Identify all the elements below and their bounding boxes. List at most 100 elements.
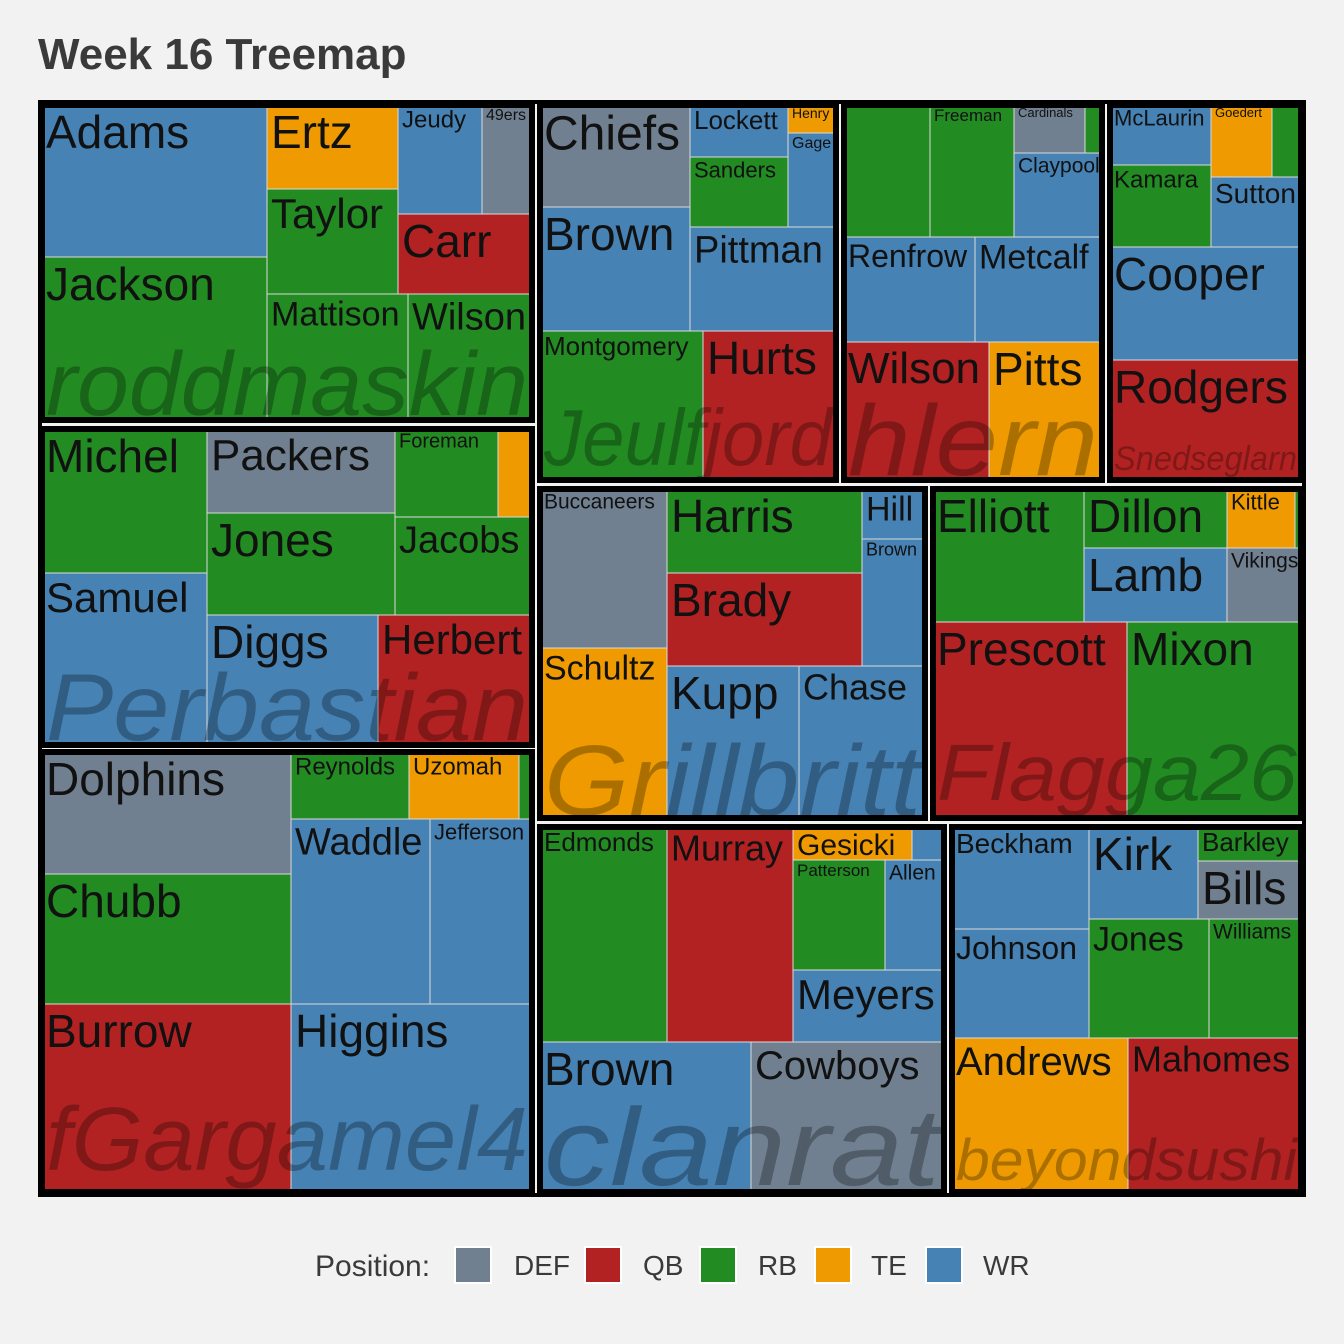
cell-label-cardinals: Cardinals bbox=[1018, 105, 1073, 120]
cell-label-wilson: Wilson bbox=[848, 344, 980, 393]
cell-brady-qb bbox=[666, 572, 863, 667]
cell-label-allen: Allen bbox=[889, 862, 936, 885]
legend-swatch-wr bbox=[925, 1246, 963, 1284]
cell-brown-wr bbox=[539, 206, 691, 332]
cell-label-jacobs: Jacobs bbox=[399, 519, 519, 561]
cell-label-brown: Brown bbox=[544, 208, 674, 260]
cell-label-dillon: Dillon bbox=[1088, 490, 1203, 542]
cell-label-uzomah: Uzomah bbox=[413, 753, 502, 780]
cell-label-henry: Henry bbox=[792, 105, 829, 121]
cell-packers-def bbox=[206, 428, 396, 514]
cell-label-diggs: Diggs bbox=[211, 616, 329, 668]
cell-sutton-wr bbox=[1210, 176, 1302, 248]
cell-label-gesicki: Gesicki bbox=[797, 829, 895, 862]
cell-label-cooper: Cooper bbox=[1114, 248, 1265, 300]
cell-label-packers: Packers bbox=[211, 431, 370, 480]
cell-hurts-qb bbox=[702, 330, 837, 481]
group-flagga26: Elliott Dillon Kittle Lamb Vikings Prescott Mi… bbox=[930, 486, 1304, 821]
cell-label-mixon: Mixon bbox=[1131, 623, 1254, 675]
cell-label-mclaurin: McLaurin bbox=[1114, 105, 1204, 130]
cell-mattison-rb bbox=[266, 293, 409, 421]
cell-label-jones: Jones bbox=[211, 514, 334, 566]
legend-swatch-def bbox=[454, 1246, 492, 1284]
cell-label-chubb: Chubb bbox=[46, 875, 182, 927]
cell-label-sanders: Sanders bbox=[694, 157, 776, 182]
group-frame-beyondsushi bbox=[949, 824, 1304, 1195]
cell-label-renfrow: Renfrow bbox=[848, 238, 968, 274]
cell-label-ertz: Ertz bbox=[271, 106, 353, 158]
cell-label-taylor: Taylor bbox=[271, 190, 383, 237]
cell-label-prescott: Prescott bbox=[937, 623, 1106, 675]
cell-brown-wr bbox=[861, 538, 926, 667]
cell-jones-rb bbox=[206, 512, 396, 616]
cell-jones-rb bbox=[1088, 918, 1210, 1039]
treemap-outer-frame bbox=[38, 100, 1306, 1197]
cell-jeudy-wr bbox=[397, 104, 483, 215]
cell-label-cowboys: Cowboys bbox=[755, 1044, 920, 1088]
cell-edmonds-rb bbox=[539, 826, 668, 1043]
cell-label-chase: Chase bbox=[803, 666, 907, 707]
cell-label-elliott: Elliott bbox=[937, 490, 1050, 542]
cell-kupp-wr bbox=[666, 665, 800, 819]
cell-label-murray: Murray bbox=[671, 827, 783, 868]
cell-label-pitts: Pitts bbox=[993, 343, 1082, 395]
cell-patterson-rb bbox=[792, 859, 886, 971]
cell-label-harris: Harris bbox=[671, 490, 794, 542]
legend: Position: DEF QB RB TE WR bbox=[0, 1242, 1344, 1292]
group-frame-grillbritt bbox=[537, 486, 928, 821]
cell-unnamed-wr bbox=[911, 826, 945, 861]
cell-label-mattison: Mattison bbox=[271, 296, 400, 334]
group-fgargamel4: Dolphins Chubb Burrow Reynolds Uzomah Waddle J… bbox=[39, 749, 535, 1195]
cell-unnamed-te bbox=[497, 428, 533, 518]
cell-label-barkley: Barkley bbox=[1202, 827, 1289, 857]
cell-jacobs-rb bbox=[394, 516, 533, 616]
cell-label-mahomes: Mahomes bbox=[1132, 1038, 1290, 1079]
cell-label-pittman: Pittman bbox=[694, 229, 823, 271]
cell-higgins-wr bbox=[290, 1003, 533, 1193]
cell-label-andrews: Andrews bbox=[956, 1040, 1112, 1084]
cell-gage-wr bbox=[787, 132, 837, 228]
cell-label-williams: Williams bbox=[1213, 921, 1291, 944]
group-roddmaskin: Adams Jackson Ertz Jeudy 49ers Taylor CarrMatt… bbox=[39, 102, 535, 435]
group-perbastian: Michel Samuel Packers Foreman Jones Jacobs Dig… bbox=[39, 426, 535, 761]
cell-label-jeudy: Jeudy bbox=[402, 106, 466, 133]
cell-kamara-rb bbox=[1109, 164, 1212, 248]
cell-label-jackson: Jackson bbox=[46, 258, 215, 310]
cell-label-chiefs: Chiefs bbox=[544, 108, 680, 161]
cell-label-hurts: Hurts bbox=[707, 332, 817, 384]
cell-reynolds-rb bbox=[290, 751, 410, 820]
group-snedseglarn: McLaurin Kamara Goedert Sutton Cooper Rodgers… bbox=[1107, 102, 1304, 483]
cell-label-jefferson: Jefferson bbox=[434, 819, 524, 844]
cell-label-brady: Brady bbox=[671, 574, 791, 626]
cell-unnamed-rb bbox=[843, 104, 931, 238]
cell-label-freeman: Freeman bbox=[934, 106, 1002, 125]
cell-label-buccaneers: Buccaneers bbox=[544, 491, 655, 514]
cell-adams-wr bbox=[41, 104, 268, 258]
cell-label-adams: Adams bbox=[46, 106, 189, 158]
cell-jackson-rb bbox=[41, 256, 268, 421]
legend-label-te: TE bbox=[871, 1250, 907, 1281]
cell-label-herbert: Herbert bbox=[382, 616, 522, 663]
group-hlern: Freeman Cardinals Claypool Renfrow Metcalf Wi… bbox=[841, 102, 1105, 497]
group-frame-snedseglarn bbox=[1107, 102, 1304, 483]
cell-label-wilson: Wilson bbox=[412, 296, 526, 338]
legend-title: Position: bbox=[315, 1250, 431, 1283]
cell-label-jones: Jones bbox=[1093, 921, 1184, 959]
group-frame-hlern bbox=[841, 102, 1105, 483]
group-label-fgargamel4: fGargamel4 bbox=[46, 1090, 528, 1190]
cell-ertz-te bbox=[266, 104, 399, 190]
cell-label-brown: Brown bbox=[866, 540, 917, 560]
cell-label-gage: Gage bbox=[792, 135, 831, 152]
group-label-jeulfjord: Jeulfjord bbox=[543, 393, 834, 482]
group-label-clanrat: clanrat bbox=[544, 1086, 945, 1209]
cell-freeman-rb bbox=[929, 104, 1015, 238]
cell-label-burrow: Burrow bbox=[46, 1005, 192, 1057]
cell-unnamed-rb bbox=[1271, 104, 1302, 178]
group-label-snedseglarn: Snedseglarn bbox=[1114, 440, 1297, 478]
cell-johnson-wr bbox=[951, 928, 1090, 1039]
cell-carr-qb bbox=[397, 213, 533, 295]
cell-label-kupp: Kupp bbox=[671, 667, 778, 719]
group-beyondsushi: Beckham Johnson Kirk Barkley Bills Jones Willi… bbox=[949, 824, 1304, 1195]
cell-label-49ers: 49ers bbox=[486, 107, 526, 124]
cell-chubb-rb bbox=[41, 873, 292, 1005]
